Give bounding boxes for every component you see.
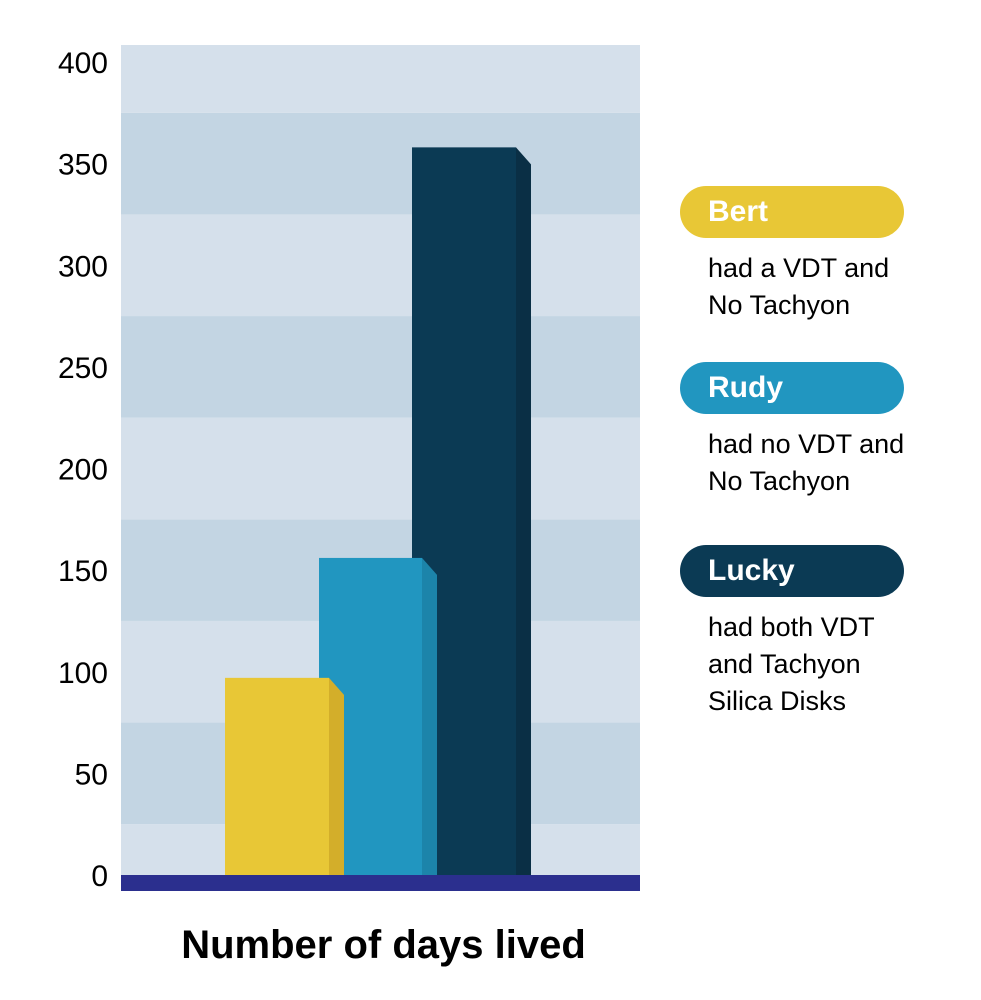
legend-item-lucky: Lucky had both VDT and Tachyon Silica Di… <box>680 545 980 720</box>
bars <box>225 147 531 876</box>
bar-bert <box>225 677 344 875</box>
x-axis-label: Number of days lived <box>181 923 586 967</box>
legend-pill-bert: Bert <box>680 186 904 238</box>
legend-pill-rudy: Rudy <box>680 362 904 414</box>
y-tick-label: 250 <box>58 352 108 385</box>
background-band <box>121 316 640 418</box>
legend-pill-lucky: Lucky <box>680 545 904 597</box>
y-tick-label: 0 <box>91 860 108 893</box>
y-tick-label: 200 <box>58 454 108 487</box>
legend-description-lucky: had both VDT and Tachyon Silica Disks <box>708 612 875 716</box>
y-tick-label: 100 <box>58 657 108 690</box>
y-axis-ticks: 0 50 100 150 200 250 300 350 400 <box>58 47 108 893</box>
legend-item-rudy: Rudy had no VDT and No Tachyon <box>680 362 980 500</box>
legend-description-bert: had a VDT and No Tachyon <box>708 253 890 320</box>
y-tick-label: 350 <box>58 149 108 182</box>
x-axis-baseline <box>121 875 640 891</box>
bar-lucky-side <box>516 147 531 876</box>
legend-description-rudy: had no VDT and No Tachyon <box>708 429 905 496</box>
y-tick-label: 150 <box>58 555 108 588</box>
y-tick-label: 50 <box>75 758 108 791</box>
y-tick-label: 400 <box>58 47 108 80</box>
background-band <box>121 112 640 215</box>
background-band <box>121 214 640 317</box>
bar-bert-side <box>329 677 344 875</box>
legend-item-bert: Bert had a VDT and No Tachyon <box>680 186 980 324</box>
y-tick-label: 300 <box>58 250 108 283</box>
background-bands <box>121 45 640 875</box>
background-band <box>121 45 640 113</box>
bar-rudy-side <box>422 557 437 875</box>
background-band <box>121 417 640 520</box>
bar-bert-front <box>225 677 329 875</box>
